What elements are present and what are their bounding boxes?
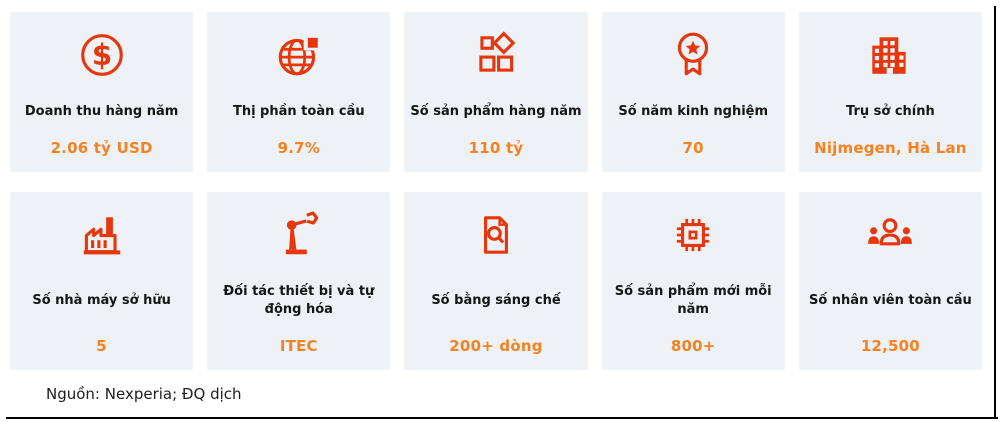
stat-card-products: Số sản phẩm hàng năm 110 tỷ [404, 12, 588, 172]
stat-value: ITEC [279, 337, 318, 355]
stat-card-automation-partner: Đối tác thiết bị và tự động hóa ITEC [207, 192, 391, 370]
stat-card-patents: Số bằng sáng chế 200+ dòng [404, 192, 588, 370]
stat-title: Số sản phẩm hàng năm [410, 103, 582, 119]
stat-value: 2.06 tỷ USD [50, 139, 153, 157]
chip-icon [668, 209, 718, 261]
stat-card-experience: Số năm kinh nghiệm 70 [601, 12, 785, 172]
frame-border-bottom [6, 417, 998, 419]
stat-value: 200+ dòng [449, 337, 543, 355]
stat-value: 9.7% [277, 139, 320, 157]
medal-star-icon [668, 29, 718, 81]
office-building-icon [865, 29, 915, 81]
stat-value: 110 tỷ [468, 139, 524, 157]
source-note: Nguồn: Nexperia; ĐQ dịch [46, 385, 242, 403]
stat-card-factories: Số nhà máy sở hữu 5 [10, 192, 194, 370]
dollar-circle-icon: $ [77, 29, 127, 81]
svg-text:$: $ [91, 38, 111, 72]
stat-value: 800+ [670, 337, 716, 355]
stat-title: Thị phần toàn cầu [232, 103, 365, 119]
frame-border-right [994, 6, 996, 418]
stat-title: Số nhà máy sở hữu [32, 292, 171, 308]
stat-card-market-share: Thị phần toàn cầu 9.7% [207, 12, 391, 172]
factory-icon [77, 209, 127, 261]
team-icon [865, 209, 915, 261]
stat-value: 12,500 [860, 337, 920, 355]
stat-card-employees: Số nhân viên toàn cầu 12,500 [798, 192, 982, 370]
squares-diamond-icon [471, 29, 521, 81]
stat-title: Số năm kinh nghiệm [618, 103, 769, 119]
stat-title: Số nhân viên toàn cầu [808, 292, 972, 308]
stat-title: Số sản phẩm mới mỗi năm [614, 283, 772, 317]
stat-title: Đối tác thiết bị và tự động hóa [223, 283, 375, 317]
robot-arm-icon [274, 209, 324, 261]
patent-search-icon [471, 209, 521, 261]
stat-value: Nijmegen, Hà Lan [814, 139, 967, 157]
stat-card-new-products: Số sản phẩm mới mỗi năm 800+ [601, 192, 785, 370]
stat-card-grid: $ Doanh thu hàng năm 2.06 tỷ USD Thị phầ… [10, 12, 982, 370]
stat-title: Trụ sở chính [846, 103, 935, 119]
stat-value: 70 [682, 139, 704, 157]
stat-value: 5 [96, 337, 107, 355]
stat-title: Doanh thu hàng năm [24, 103, 179, 119]
stat-title: Số bằng sáng chế [431, 292, 561, 308]
stat-card-revenue: $ Doanh thu hàng năm 2.06 tỷ USD [10, 12, 194, 172]
stat-card-headquarters: Trụ sở chính Nijmegen, Hà Lan [798, 12, 982, 172]
globe-icon [274, 29, 324, 81]
